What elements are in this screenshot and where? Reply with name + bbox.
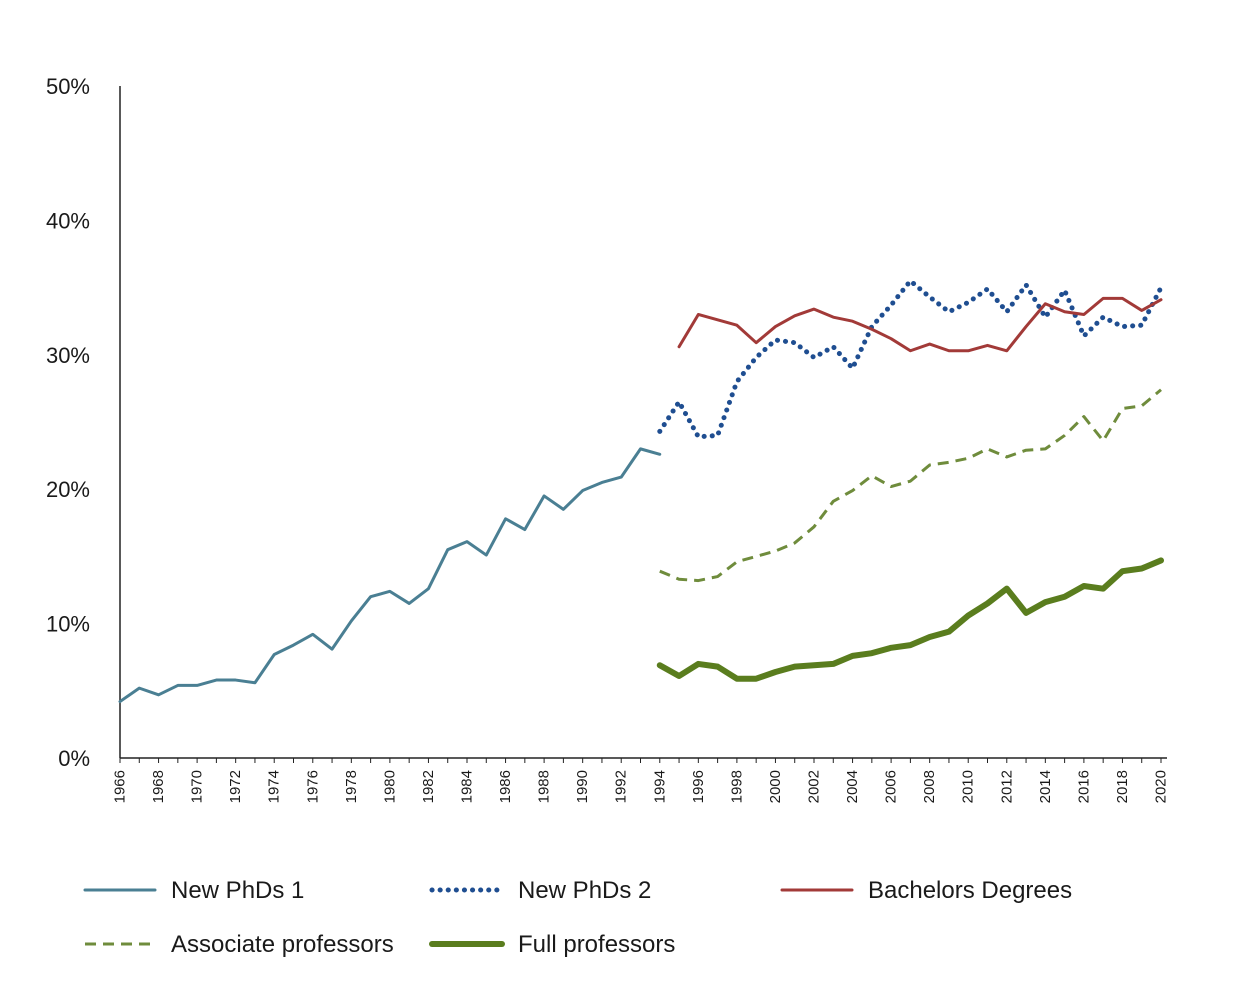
x-tick-label: 2012 <box>998 770 1015 803</box>
x-tick-label: 2008 <box>921 770 938 803</box>
y-tick-label: 10% <box>46 612 90 637</box>
x-tick-label: 2000 <box>767 770 784 803</box>
x-tick-label: 1976 <box>304 770 321 803</box>
x-tick-label: 1980 <box>381 770 398 803</box>
x-tick-label: 2014 <box>1037 770 1054 803</box>
legend-label: Full professors <box>518 931 675 958</box>
x-tick-label: 1988 <box>536 770 553 803</box>
series-line-new-phds-2 <box>657 278 1164 440</box>
legend-label: New PhDs 1 <box>171 877 304 904</box>
legend: New PhDs 1 New PhDs 2 Bachelors Degrees Ass… <box>83 877 1072 958</box>
legend-item: Full professors <box>429 931 675 958</box>
x-tick-label: 1968 <box>150 770 167 803</box>
series-line-associate-professors <box>659 388 1162 583</box>
y-tick-label: 40% <box>46 208 90 233</box>
x-tick-label: 1984 <box>459 770 476 803</box>
x-tick-label: 1992 <box>613 770 630 803</box>
x-tick-label: 1990 <box>574 770 591 803</box>
legend-label: New PhDs 2 <box>518 877 651 904</box>
series-line-full-professors <box>656 557 1164 682</box>
y-tick-label: 30% <box>46 343 90 368</box>
x-tick-label: 2018 <box>1114 770 1131 803</box>
legend-item: New PhDs 2 <box>429 877 651 904</box>
series-line-new-phds-1 <box>118 447 662 704</box>
x-tick-label: 1978 <box>343 770 360 803</box>
x-tick-label: 1970 <box>189 770 206 803</box>
x-tick-label: 1982 <box>420 770 437 803</box>
axes: 0% 10% 20% 30% 40% 50% 1966 1968 1970 1972 1974 197… <box>46 74 1170 803</box>
x-tick-label: 2004 <box>844 770 861 803</box>
y-tick-label: 50% <box>46 74 90 99</box>
legend-item: Bachelors Degrees <box>780 877 1072 904</box>
x-tick-label: 2010 <box>960 770 977 803</box>
x-tick-label: 1972 <box>227 770 244 803</box>
x-tick-label: 2016 <box>1075 770 1092 803</box>
legend-item: Associate professors <box>85 931 394 958</box>
y-tick-label: 0% <box>58 746 90 771</box>
legend-label: Bachelors Degrees <box>868 877 1072 904</box>
x-tick-label: 2002 <box>806 770 823 803</box>
y-tick-label: 20% <box>46 477 90 502</box>
x-tick-label: 1966 <box>112 770 129 803</box>
x-tick-label: 1996 <box>690 770 707 803</box>
x-tick-label: 1998 <box>728 770 745 803</box>
x-tick-label: 1974 <box>266 770 283 803</box>
x-tick-label: 1994 <box>651 770 668 803</box>
x-tick-label: 2006 <box>883 770 900 803</box>
legend-label: Associate professors <box>171 931 394 958</box>
x-tick-label: 2020 <box>1153 770 1170 803</box>
series-line-bachelors-degrees <box>677 296 1163 353</box>
legend-item: New PhDs 1 <box>83 877 304 904</box>
x-tick-label: 1986 <box>497 770 514 803</box>
plot-area <box>118 278 1164 704</box>
